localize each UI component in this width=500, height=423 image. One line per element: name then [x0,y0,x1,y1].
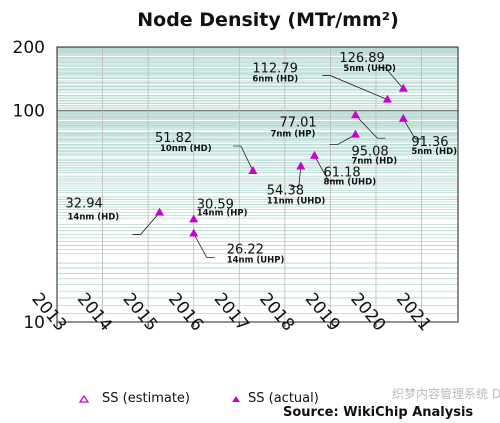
x-tick-label: 2020 [346,289,389,335]
data-point-actual [189,228,199,237]
data-value-label: 126.89 [339,51,385,66]
source-note: Source: WikiChip Analysis [283,405,473,420]
x-tick-label: 2014 [73,289,116,335]
legend-actual-label: SS (actual) [248,391,319,406]
data-point-actual [398,113,408,122]
node-name-label: 5nm (UHD) [343,64,396,74]
node-name-label: 8nm (UHD) [323,178,376,188]
data-point-actual [296,161,306,170]
label-connector [377,67,404,90]
data-point-actual [189,214,199,223]
chart-title: Node Density (MTr/mm²) [137,9,399,31]
x-tick-label: 2021 [392,289,435,335]
label-connector [232,145,254,172]
data-value-label: 30.59 [197,197,234,212]
label-connector [314,155,337,182]
x-tick-label: 2015 [118,289,161,335]
node-name-label: 6nm (HD) [252,75,298,85]
data-point-actual [398,83,408,92]
node-name-label: 7nm (HD) [351,156,397,166]
data-point-actual [382,94,392,103]
legend-actual-marker [232,396,240,402]
data-point-actual [248,165,258,174]
legend-estimate-marker [78,394,90,403]
label-connector [329,134,356,146]
node-name-label: 14nm (UHP) [227,256,285,266]
data-value-label: 26.22 [227,243,264,258]
data-point-actual [350,110,360,119]
data-point-actual [155,207,165,216]
x-tick-label: 2016 [164,289,207,335]
y-axis-ticks: 10 100 200 [13,38,45,333]
data-points [155,83,408,237]
data-value-label: 77.01 [279,116,316,131]
node-name-label: 10nm (HD) [160,144,212,154]
label-connectors [132,67,424,258]
data-value-label: 54.38 [267,184,304,199]
node-name-label: 11nm (UHD) [267,197,326,207]
plot-frame [56,46,459,323]
data-value-label: 32.94 [66,197,103,212]
legend: SS (estimate) SS (actual) [78,391,319,406]
x-axis-ticks: 2013 2014 2015 2016 2017 2018 2019 2020 2021 [27,289,435,335]
data-value-label: 95.08 [351,144,388,159]
x-tick-label: 2017 [210,289,253,335]
label-connector [322,75,388,100]
label-connector [355,114,386,139]
data-value-label: 112.79 [252,62,298,77]
legend-estimate-label: SS (estimate) [102,391,190,406]
node-name-label: 5nm (HD) [411,147,457,157]
node-name-label: 14nm (HP) [197,208,248,218]
label-connector [132,212,160,235]
node-name-label: 14nm (HD) [68,213,120,223]
grid [56,46,458,323]
x-tick-label: 2019 [301,289,344,335]
y-tick-label: 100 [13,102,45,122]
data-point-actual [350,129,360,138]
y-tick-label: 10 [23,313,45,333]
label-connector [290,166,302,187]
data-point-actual [309,150,319,159]
label-connector [402,118,424,140]
y-tick-label: 200 [13,38,45,58]
x-tick-label: 2018 [255,289,298,335]
watermark: 织梦内容管理系统 DEDECMS.COM [392,386,500,401]
data-value-label: 51.82 [155,131,192,146]
label-connector [193,233,215,258]
node-name-label: 7nm (HP) [270,130,315,140]
data-value-label: 91.36 [411,135,448,150]
data-value-label: 61.18 [323,166,360,181]
